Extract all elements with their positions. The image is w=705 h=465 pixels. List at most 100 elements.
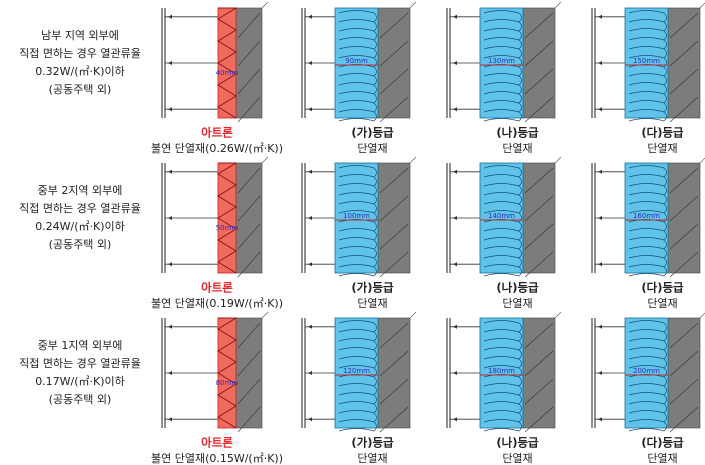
insulation-loops [338, 10, 377, 122]
arrow [308, 371, 312, 375]
wall-edge [409, 1, 417, 9]
wall-hatch [669, 12, 699, 39]
wall [667, 7, 701, 119]
arrow [598, 14, 602, 19]
arrow [308, 417, 312, 422]
wall-hatch [237, 322, 261, 349]
wall-hatch [524, 251, 554, 278]
insulation [479, 7, 524, 119]
arrow [168, 107, 172, 112]
wall-hatch [669, 251, 699, 278]
wall-edge [261, 1, 269, 9]
panel-subtitle: 불연 단열재(0.19W/(㎡·K)) [151, 297, 283, 310]
panel-subtitle: 단열재 [357, 297, 387, 310]
wall-hatch [524, 96, 554, 123]
arrow [598, 417, 602, 422]
thickness: 80mm [216, 379, 239, 387]
arrow [453, 262, 457, 267]
panel-title: (가)등급 [351, 126, 394, 140]
arrow [598, 169, 602, 174]
wall [235, 7, 263, 119]
arrow [598, 61, 602, 65]
thickness: 40mm [216, 69, 239, 77]
wall-hatch [669, 322, 699, 349]
arrow [453, 371, 457, 375]
wall-edge [409, 311, 417, 319]
arrow [168, 14, 172, 19]
row-label: 0.24W/(㎡·K)이하 [35, 219, 125, 233]
thickness: 200mm [633, 367, 660, 375]
wall-hatch [669, 96, 699, 123]
wall-hatch [669, 406, 699, 433]
wall [377, 317, 411, 429]
wall-edge [261, 311, 269, 319]
arrow [308, 324, 312, 329]
arrow [168, 371, 172, 375]
thickness: 120mm [343, 367, 370, 375]
panel-title: 아트론 [201, 281, 233, 295]
arrow [168, 61, 172, 65]
row-label: 0.17W/(㎡·K)이하 [35, 374, 125, 388]
wall-hatch [524, 406, 554, 433]
arrow [168, 324, 172, 329]
wall [235, 162, 263, 274]
wall [377, 162, 411, 274]
zigzag [217, 162, 238, 274]
panel-title: (다)등급 [641, 126, 684, 140]
arrow [308, 14, 312, 19]
panel-title: (나)등급 [496, 281, 539, 295]
wall-hatch [237, 195, 261, 222]
wall [377, 7, 411, 119]
thickness: 160mm [633, 212, 660, 220]
zigzag [217, 317, 238, 429]
panel-subtitle: 단열재 [647, 452, 677, 465]
arrow [598, 324, 602, 329]
row-label: 0.32W/(㎡·K)이하 [35, 64, 125, 78]
wall-edge [699, 312, 705, 319]
insulation [624, 162, 669, 274]
arrow [598, 107, 602, 112]
panel-title: 아트론 [201, 126, 233, 140]
arrow [308, 61, 312, 65]
wall-edge [261, 156, 269, 164]
panel-subtitle: 단열재 [647, 142, 677, 155]
wall-edge [699, 157, 705, 164]
wall-hatch [379, 12, 409, 39]
wall-edge [554, 1, 562, 9]
wall-hatch [379, 223, 409, 250]
wall-hatch [524, 223, 554, 250]
insulation-loops [483, 10, 522, 122]
wall-hatch [669, 68, 699, 95]
panel-subtitle: 단열재 [502, 452, 532, 465]
wall-hatch [237, 350, 261, 377]
wall-hatch [524, 378, 554, 405]
arrow [453, 169, 457, 174]
arrow [598, 262, 602, 267]
wall-hatch [524, 68, 554, 95]
thickness: 100mm [343, 212, 370, 220]
wall-hatch [237, 378, 261, 405]
row-label: (공동주택 외) [49, 238, 112, 251]
insulation-loops [483, 165, 522, 277]
wall [667, 317, 701, 429]
wall [522, 162, 556, 274]
insulation [334, 162, 379, 274]
arrow [308, 262, 312, 267]
arrow [168, 417, 172, 422]
arrow [453, 107, 457, 112]
thickness: 150mm [633, 57, 660, 65]
zigzag [217, 7, 238, 119]
arrow [598, 216, 602, 220]
wall-hatch [379, 378, 409, 405]
arrow [598, 371, 602, 375]
panel-title: (가)등급 [351, 281, 394, 295]
row-label: 직접 면하는 경우 열관류율 [19, 201, 141, 215]
arrow [168, 262, 172, 267]
thickness: 180mm [488, 367, 515, 375]
wall-hatch [237, 68, 261, 95]
panel-subtitle: 단열재 [357, 452, 387, 465]
panel-title: (나)등급 [496, 436, 539, 450]
insulation [624, 317, 669, 429]
wall-hatch [669, 40, 699, 67]
wall [522, 7, 556, 119]
